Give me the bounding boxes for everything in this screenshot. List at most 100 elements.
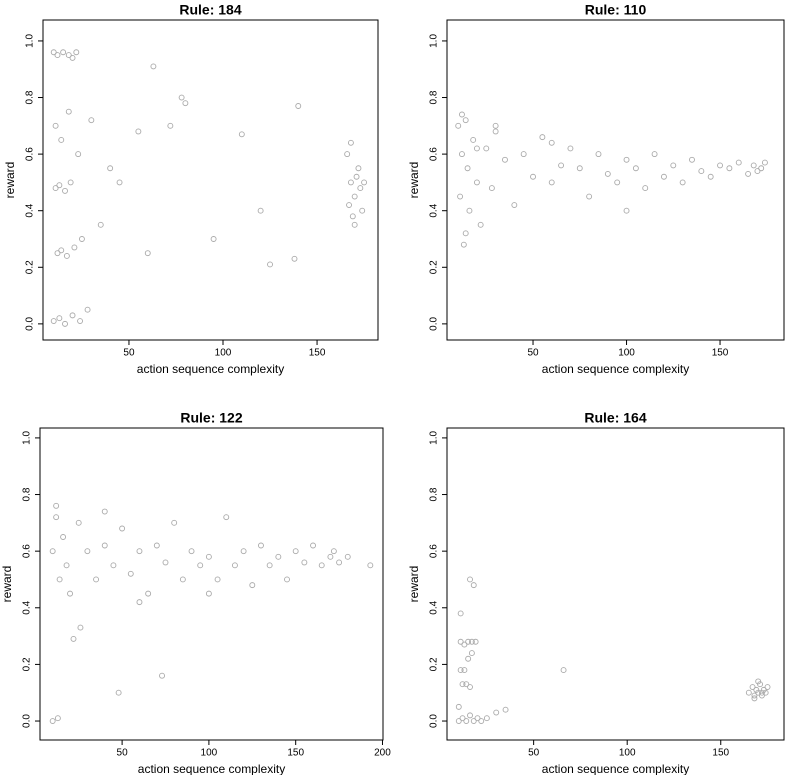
point [258, 542, 264, 549]
y-tick-label: 0.4 [429, 600, 440, 614]
point [357, 185, 364, 192]
x-tick-label: 100 [618, 348, 635, 359]
point [755, 689, 762, 696]
point [178, 94, 185, 101]
point [455, 703, 462, 710]
y-tick-label: 1.0 [429, 431, 440, 445]
x-tick-label: 50 [528, 748, 540, 759]
point [58, 137, 65, 143]
point [478, 718, 485, 724]
point [266, 562, 273, 569]
y-axis-label: reward [0, 566, 14, 603]
point [63, 253, 70, 259]
point [67, 590, 73, 597]
x-tick-label: 150 [287, 748, 304, 759]
point [295, 103, 302, 109]
chart-title: Rule: 110 [585, 2, 647, 18]
point [116, 179, 123, 186]
point [54, 250, 61, 257]
point [54, 715, 61, 722]
x-axis-label: action sequence complexity [138, 762, 285, 775]
point [53, 502, 60, 509]
point [49, 548, 56, 555]
point [292, 548, 299, 555]
point [167, 122, 174, 129]
point [477, 221, 484, 228]
point [182, 100, 189, 107]
point [52, 185, 59, 192]
point [205, 590, 212, 597]
point [758, 165, 765, 172]
point [461, 641, 468, 648]
point [511, 202, 518, 208]
x-tick-label: 100 [201, 748, 218, 759]
point [153, 542, 160, 549]
point [367, 562, 374, 569]
y-tick-label: 1.0 [25, 34, 36, 48]
point [240, 548, 247, 555]
point [63, 562, 70, 569]
y-tick-label: 1.0 [22, 431, 33, 445]
point [60, 534, 67, 540]
point [62, 320, 68, 327]
point [49, 718, 56, 724]
point [750, 162, 757, 169]
point [78, 236, 85, 242]
point [758, 692, 765, 699]
point [492, 122, 499, 129]
point [197, 562, 204, 569]
point [548, 139, 555, 146]
point [470, 718, 477, 724]
point [301, 559, 308, 566]
point [53, 514, 60, 521]
plot-frame [446, 19, 785, 341]
point [210, 236, 217, 242]
point [455, 122, 462, 129]
point [614, 179, 621, 186]
point [689, 156, 695, 163]
point [93, 576, 100, 583]
point [488, 185, 495, 192]
y-tick-label: 0.2 [22, 657, 33, 671]
point [463, 718, 470, 724]
point [71, 244, 78, 251]
point [548, 179, 555, 186]
point [698, 168, 705, 175]
point [717, 162, 723, 169]
point [679, 179, 686, 186]
point [347, 139, 354, 146]
point [642, 185, 649, 192]
point [73, 49, 80, 56]
point [361, 179, 368, 186]
point [745, 170, 752, 177]
point [473, 145, 480, 152]
point [223, 514, 230, 521]
point [101, 542, 108, 549]
point [459, 151, 465, 158]
point [457, 610, 464, 617]
point [462, 230, 469, 237]
point [463, 681, 470, 688]
point [52, 122, 59, 129]
point [135, 128, 142, 135]
point [115, 689, 122, 696]
point [50, 318, 57, 324]
point [751, 695, 758, 702]
y-tick-label: 0.8 [25, 90, 36, 104]
point [62, 187, 68, 194]
point [75, 519, 82, 526]
point [318, 562, 325, 569]
point [462, 117, 469, 124]
y-tick-label: 0.2 [25, 260, 36, 274]
point [457, 667, 464, 674]
point [468, 638, 475, 645]
point [595, 151, 602, 158]
point [88, 117, 95, 124]
point [761, 159, 768, 166]
point [560, 667, 567, 674]
point [470, 582, 477, 589]
point [632, 165, 639, 172]
point [483, 145, 490, 152]
point [330, 548, 337, 555]
point [474, 715, 481, 722]
